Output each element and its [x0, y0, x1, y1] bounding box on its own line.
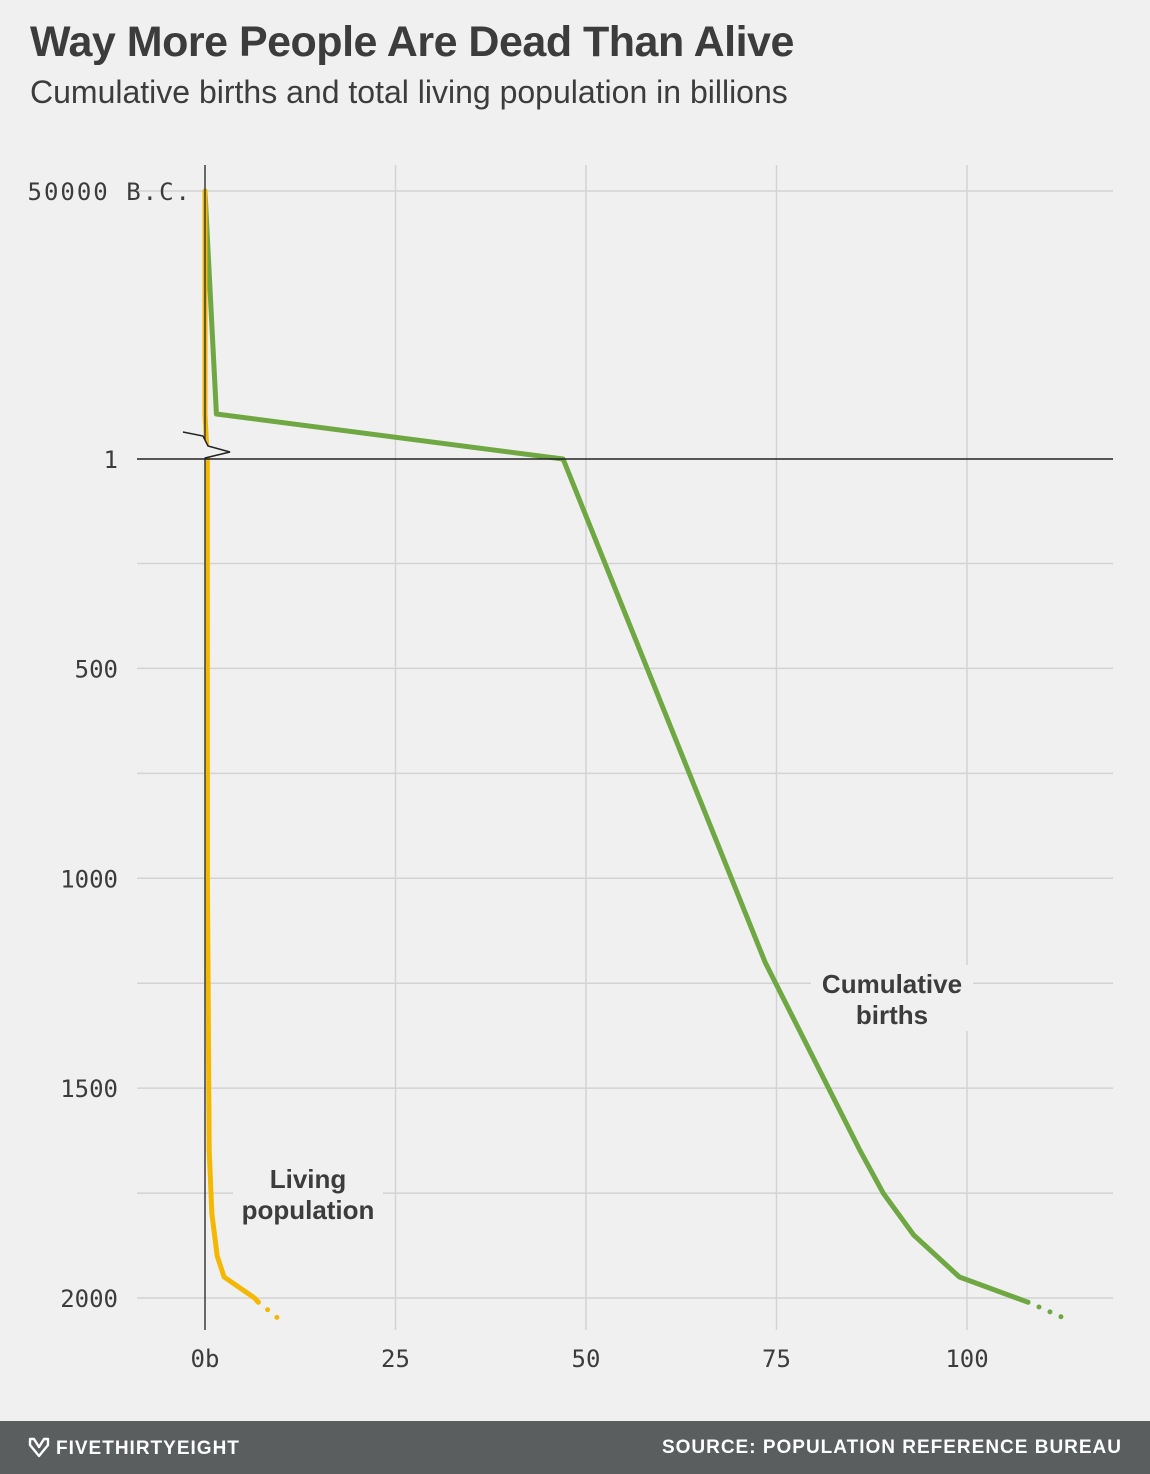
- vertical-gridlines: [394, 165, 968, 1330]
- cumulative-births-line: [202, 188, 1031, 1305]
- chart-subtitle: Cumulative births and total living popul…: [30, 74, 788, 110]
- y-tick-label: 50000 B.C.: [28, 178, 193, 206]
- horizontal-gridlines: [137, 190, 1113, 1299]
- series-label-background: [811, 965, 973, 1031]
- fivethirtyeight-fox-icon: [28, 1437, 50, 1458]
- series-label-line: Living: [270, 1164, 347, 1194]
- x-tick-label: 100: [945, 1345, 988, 1373]
- series-label-line: Cumulative: [822, 969, 962, 999]
- x-tick-label: 75: [762, 1345, 791, 1373]
- axis-break-marker: [182, 431, 231, 459]
- y-tick-label: 1500: [60, 1075, 118, 1103]
- x-tick-label: 50: [572, 1345, 601, 1373]
- y-tick-label: 1: [104, 446, 118, 474]
- brand-label: FIVETHIRTYEIGHT: [56, 1438, 240, 1459]
- brand: FIVETHIRTYEIGHT: [28, 1436, 240, 1460]
- footer-bar: FIVETHIRTYEIGHT SOURCE: POPULATION REFER…: [0, 1421, 1150, 1474]
- series-label-line: population: [242, 1195, 375, 1225]
- cumulative-births-projection: [1025, 1299, 1069, 1322]
- y-tick-label: 2000: [60, 1285, 118, 1313]
- chart-title: Way More People Are Dead Than Alive: [30, 18, 794, 66]
- series-label-line: births: [856, 1000, 928, 1030]
- x-tick-label: 25: [381, 1345, 410, 1373]
- y-tick-label: 1000: [60, 865, 118, 893]
- x-tick-label: 0b: [191, 1345, 220, 1373]
- series-layer: [202, 188, 1069, 1322]
- y-tick-label: 500: [75, 655, 118, 683]
- source-note: SOURCE: POPULATION REFERENCE BUREAU: [661, 1437, 1122, 1458]
- living-population-projection: [255, 1299, 282, 1322]
- living-population-line: [202, 188, 261, 1305]
- series-label-background: [233, 1160, 383, 1226]
